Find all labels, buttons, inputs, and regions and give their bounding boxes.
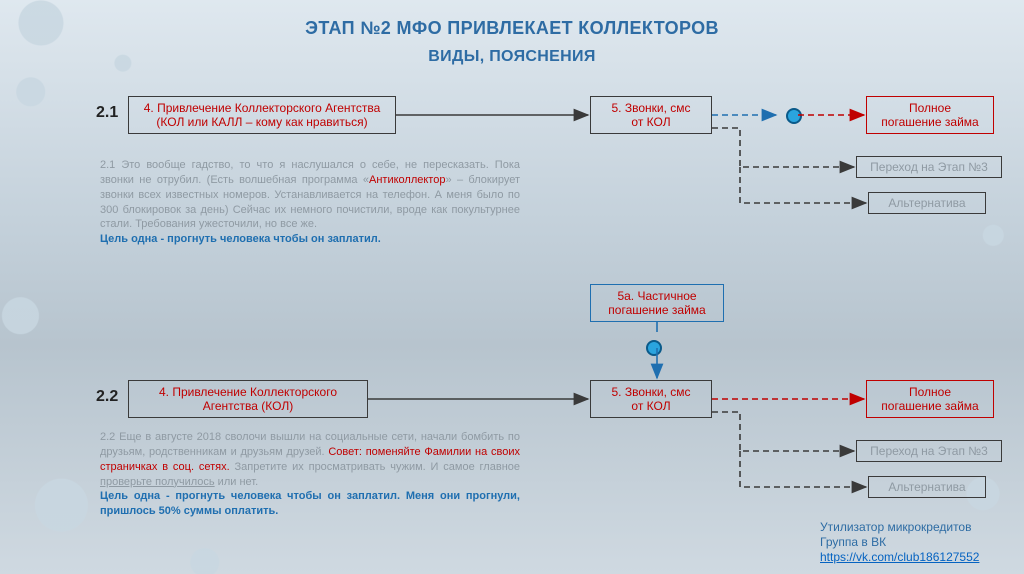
box-4a: 4. Привлечение Коллекторского Агентства(… (128, 96, 396, 134)
page-subtitle: ВИДЫ, ПОЯСНЕНИЯ (0, 48, 1024, 66)
pivot-dot-2 (646, 340, 662, 356)
box-4b: 4. Привлечение КоллекторскогоАгентства (… (128, 380, 368, 418)
box-alt-b: Альтернатива (868, 476, 986, 498)
diagram-stage: ЭТАП №2 МФО ПРИВЛЕКАЕТ КОЛЛЕКТОРОВ ВИДЫ,… (0, 0, 1024, 574)
section-label-21: 2.1 (96, 104, 118, 122)
p22-text3: или нет. (215, 476, 259, 488)
paragraph-22: 2.2 Еще в августе 2018 сволочи вышли на … (100, 430, 520, 519)
p21-antikollector: Антиколлектор (369, 174, 445, 186)
box-stage3-a: Переход на Этап №3 (856, 156, 1002, 178)
box-alt-a: Альтернатива (868, 192, 986, 214)
section-label-22: 2.2 (96, 388, 118, 406)
box-stage3-b: Переход на Этап №3 (856, 440, 1002, 462)
pivot-dot-1 (786, 108, 802, 124)
paragraph-21: 2.1 Это вообще гадство, то что я наслуша… (100, 158, 520, 247)
footer-line2: Группа в ВК (820, 535, 979, 550)
p21-goal: Цель одна - прогнуть человека чтобы он з… (100, 233, 381, 245)
footer-line1: Утилизатор микрокредитов (820, 520, 979, 535)
box-5partial: 5а. Частичноепогашение займа (590, 284, 724, 322)
box-full-b: Полноепогашение займа (866, 380, 994, 418)
footer-link[interactable]: https://vk.com/club186127552 (820, 550, 979, 564)
box-full-a: Полноепогашение займа (866, 96, 994, 134)
footer-credit: Утилизатор микрокредитовГруппа в ВКhttps… (820, 520, 979, 565)
box-5a: 5. Звонки, смсот КОЛ (590, 96, 712, 134)
page-title: ЭТАП №2 МФО ПРИВЛЕКАЕТ КОЛЛЕКТОРОВ (0, 18, 1024, 39)
p22-text2: Запретите их просматривать чужим. И само… (230, 461, 520, 473)
p22-goal: Цель одна - прогнуть человека чтобы он з… (100, 490, 520, 517)
box-5b: 5. Звонки, смсот КОЛ (590, 380, 712, 418)
p22-check: проверьте получилось (100, 476, 215, 488)
